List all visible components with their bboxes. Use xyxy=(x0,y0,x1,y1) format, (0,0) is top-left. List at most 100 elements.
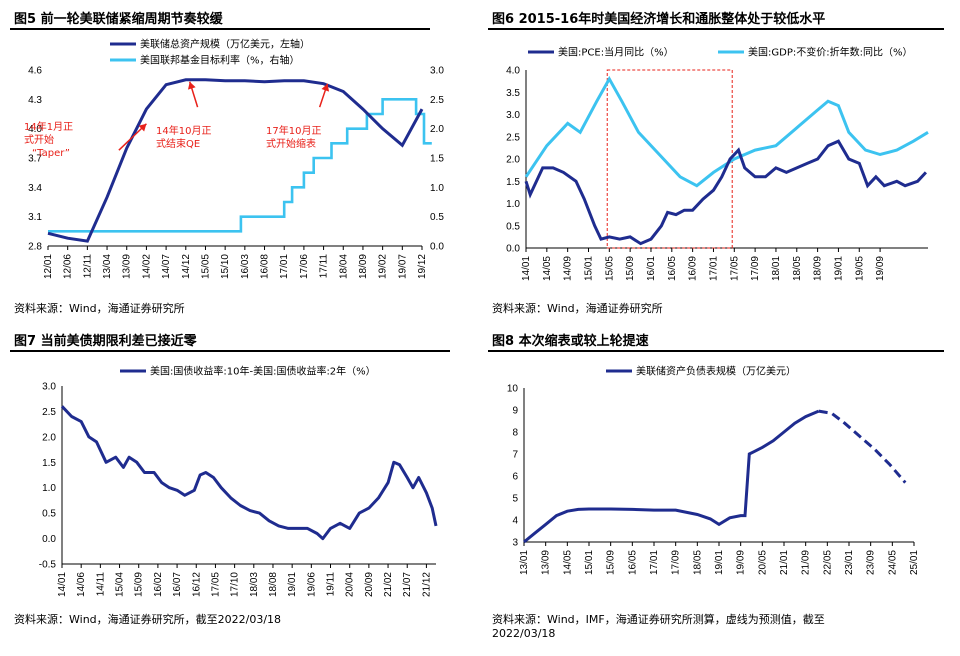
x-tick-label: 14/09 xyxy=(563,256,574,281)
chart-title-p6: 图6 2015-16年时美国经济增长和通胀整体处于较低水平 xyxy=(492,12,826,27)
x-tick-label: 15/09 xyxy=(606,550,617,575)
x-tick-label: 15/05 xyxy=(604,256,615,281)
x-tick-label: 12/06 xyxy=(63,254,74,279)
x-tick-label: 19/09 xyxy=(875,256,886,281)
y-tick-label: 2.5 xyxy=(42,407,56,418)
y-tick-label: 4.0 xyxy=(506,66,520,77)
x-tick-label: 18/03 xyxy=(249,572,260,597)
y-right-tick-label: 0.0 xyxy=(430,242,444,253)
chart-c6: 0.0 0.5 1.0 1.5 2.0 2.5 3.0 3.5 4.0 14/01 14/05 14/… xyxy=(506,46,929,281)
x-tick-label: 17/06 xyxy=(299,254,310,279)
x-tick-label: 15/09 xyxy=(134,572,145,597)
annotation-text: 式开始缩表 xyxy=(266,137,316,150)
y-tick-label: 2.0 xyxy=(42,432,56,443)
x-tick-label: 17/01 xyxy=(279,254,290,279)
annotation-arrow-head xyxy=(321,83,330,92)
y-tick-label: 10 xyxy=(507,384,519,395)
source-note-p7: 资料来源：Wind，海通证券研究所，截至2022/03/18 xyxy=(14,613,282,626)
x-tick-label: 16/12 xyxy=(191,572,202,597)
x-tick-label: 13/04 xyxy=(102,254,113,279)
annotation-text: 14年1月正 xyxy=(24,120,73,133)
x-tick-label: 19/12 xyxy=(417,254,428,279)
series-line-balance-sheet xyxy=(523,409,820,544)
y-tick-label: -0.5 xyxy=(39,560,57,571)
y-left-tick-label: 3.1 xyxy=(28,212,42,223)
title-rule-p8 xyxy=(488,350,944,352)
x-tick-label: 21/07 xyxy=(402,572,413,597)
x-tick-label: 17/05 xyxy=(210,572,221,597)
x-tick-label: 16/05 xyxy=(627,550,638,575)
y-right-tick-label: 2.5 xyxy=(430,95,444,106)
y-left-tick-label: 4.0 xyxy=(28,124,42,135)
title-rule-p7 xyxy=(10,350,450,352)
x-tick-label: 19/01 xyxy=(287,572,298,597)
chart-c8: 3 4 5 6 7 8 9 10 13/01 13/09 14/05 15/01 15/09 16/05 1… xyxy=(507,365,920,576)
y-right-tick-label: 3.0 xyxy=(430,66,444,77)
legend-fed-total-assets-label: 美联储总资产规模（万亿美元，左轴） xyxy=(140,38,310,51)
y-tick-label: 9 xyxy=(512,406,518,417)
annotation-text: 14年10月正 xyxy=(156,124,211,137)
x-tick-label: 17/10 xyxy=(230,572,241,597)
x-tick-label: 12/01 xyxy=(43,254,54,279)
chart-title-p8: 图8 本次缩表或较上轮提速 xyxy=(492,334,649,349)
series-line-balance-sheet-forecast xyxy=(818,409,907,484)
x-tick-label: 16/02 xyxy=(153,572,164,597)
x-tick-label: 18/04 xyxy=(338,254,349,279)
x-tick-label: 12/11 xyxy=(82,254,93,279)
y-right-tick-label: 2.0 xyxy=(430,124,444,135)
x-tick-label: 18/05 xyxy=(692,550,703,575)
x-tick-label: 14/11 xyxy=(95,572,106,597)
annotation-arrow-head xyxy=(187,81,196,90)
x-tick-label: 20/04 xyxy=(345,572,356,597)
x-tick-label: 19/11 xyxy=(326,572,337,597)
x-tick-label: 19/01 xyxy=(714,550,725,575)
x-tick-label: 13/09 xyxy=(122,254,133,279)
series-line-fed-total-assets xyxy=(47,78,424,243)
x-tick-label: 14/01 xyxy=(521,256,532,281)
x-tick-label: 16/07 xyxy=(172,572,183,597)
title-rule-p6 xyxy=(488,28,944,30)
x-tick-label: 16/05 xyxy=(667,256,678,281)
x-tick-label: 18/05 xyxy=(792,256,803,281)
x-tick-label: 17/05 xyxy=(729,256,740,281)
x-tick-label: 20/09 xyxy=(364,572,375,597)
source-note-p6: 资料来源：Wind，海通证券研究所 xyxy=(492,302,663,315)
x-tick-label: 15/09 xyxy=(625,256,636,281)
annotation-text: 式开始 xyxy=(24,133,54,146)
y-left-tick-label: 4.3 xyxy=(28,95,42,106)
x-tick-label: 19/07 xyxy=(397,254,408,279)
x-tick-label: 17/09 xyxy=(750,256,761,281)
x-tick-label: 14/05 xyxy=(562,550,573,575)
y-tick-label: 1.5 xyxy=(42,458,56,469)
x-tick-label: 16/03 xyxy=(240,254,251,279)
x-tick-label: 19/06 xyxy=(306,572,317,597)
chart-c5: 2.8 3.1 3.4 3.7 4.0 4.3 4.6 0.0 0.5 1.0 1.5 2.0 2.5 3… xyxy=(24,38,444,280)
series-line-fed-funds-rate xyxy=(48,98,432,233)
x-tick-label: 18/08 xyxy=(268,572,279,597)
y-right-tick-label: 1.0 xyxy=(430,183,444,194)
y-tick-label: 3 xyxy=(512,538,518,549)
x-tick-label: 14/12 xyxy=(181,254,192,279)
x-tick-label: 14/02 xyxy=(141,254,152,279)
chart-c7: -0.5 0.0 0.5 1.0 1.5 2.0 2.5 3.0 14/01 14/06 14/11… xyxy=(39,365,438,597)
y-tick-label: 3.5 xyxy=(506,88,520,99)
y-tick-label: 0.5 xyxy=(42,509,56,520)
x-tick-label: 17/01 xyxy=(708,256,719,281)
x-tick-label: 21/02 xyxy=(383,572,394,597)
x-tick-label: 25/01 xyxy=(909,550,920,575)
x-tick-label: 23/01 xyxy=(844,550,855,575)
legend-balance-sheet-label: 美联储资产负债表规模（万亿美元） xyxy=(636,365,796,378)
x-tick-label: 18/09 xyxy=(358,254,369,279)
y-right-tick-label: 1.5 xyxy=(430,154,444,165)
source-note-p8: 资料来源：Wind，IMF，海通证券研究所测算，虚线为预测值，截至 xyxy=(492,613,825,626)
x-tick-label: 13/09 xyxy=(541,550,552,575)
x-tick-label: 19/01 xyxy=(833,256,844,281)
x-tick-label: 16/01 xyxy=(646,256,657,281)
y-tick-label: 6 xyxy=(512,472,518,483)
legend-pce-label: 美国:PCE:当月同比（%） xyxy=(558,46,674,59)
y-left-tick-label: 4.6 xyxy=(28,66,42,77)
y-right-tick-label: 0.5 xyxy=(430,212,444,223)
y-left-tick-label: 2.8 xyxy=(28,242,42,253)
y-tick-label: 5 xyxy=(512,494,518,505)
y-left-tick-label: 3.7 xyxy=(28,154,42,165)
